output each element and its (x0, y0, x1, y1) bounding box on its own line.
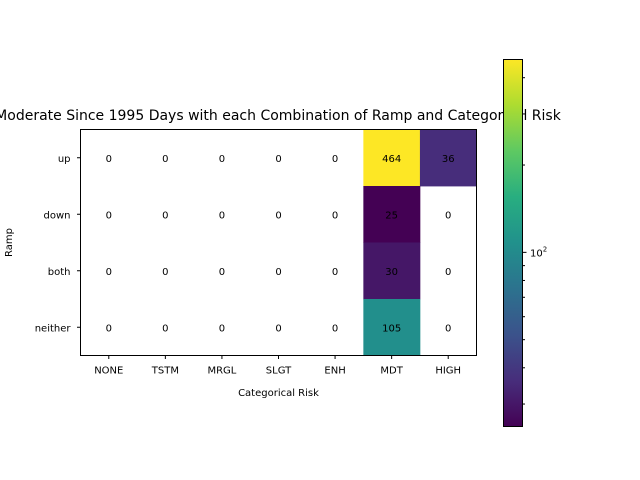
cell-value-label: 0 (106, 154, 112, 165)
y-tick-label: both (48, 267, 71, 278)
x-tick-label: MDT (380, 366, 403, 377)
x-axis-ticks: NONE TSTM MRGL SLGT ENH MDT HIGH (94, 355, 461, 377)
cell-value-label: 30 (385, 267, 398, 278)
cell-value-label: 0 (445, 323, 451, 334)
colorbar-frame (503, 59, 523, 427)
cell-value-label: 0 (445, 210, 451, 221)
colorbar-tick-label: 102 (530, 245, 547, 259)
cell-value-label: 0 (332, 154, 338, 165)
cell-value-label: 0 (219, 267, 225, 278)
cell-value-label: 0 (275, 323, 281, 334)
cell-value-label: 0 (106, 210, 112, 221)
cell-value-label: 0 (332, 323, 338, 334)
cell-value-labels: 0 0 0 0 0 464 36 0 0 0 0 0 25 0 0 0 0 0 0 30 0 0 0 0 0 0 105 0 (106, 154, 455, 335)
cell-value-label: 105 (382, 323, 401, 334)
cell-value-label: 0 (219, 210, 225, 221)
cell-value-label: 0 (162, 154, 168, 165)
colorbar-ticks: 102 (523, 77, 547, 405)
cell-value-label: 0 (106, 267, 112, 278)
cell-value-label: 0 (275, 210, 281, 221)
x-tick-label: MRGL (207, 366, 236, 377)
x-tick-label: TSTM (151, 366, 179, 377)
cell-value-label: 25 (385, 210, 398, 221)
heatmap-cell (363, 129, 421, 187)
heatmap-cells (363, 129, 477, 356)
y-axis-label: Ramp (4, 228, 15, 257)
x-axis-label: Categorical Risk (238, 388, 319, 399)
x-tick-label: NONE (94, 366, 123, 377)
cell-value-label: 0 (162, 323, 168, 334)
cell-value-label: 36 (442, 154, 455, 165)
cell-value-label: 0 (445, 267, 451, 278)
x-tick-label: HIGH (435, 366, 461, 377)
cell-value-label: 0 (162, 267, 168, 278)
cell-value-label: 0 (162, 210, 168, 221)
heatmap-cell (419, 129, 477, 187)
cell-value-label: 0 (275, 154, 281, 165)
cell-value-label: 0 (219, 323, 225, 334)
y-tick-label: neither (35, 323, 72, 334)
colorbar-gradient (503, 59, 523, 427)
chart-title: Moderate Since 1995 Days with each Combi… (0, 108, 562, 124)
cell-value-label: 464 (382, 154, 401, 165)
y-axis-ticks: up down both neither (35, 154, 81, 334)
heatmap-cell (363, 186, 421, 243)
x-tick-label: SLGT (266, 366, 292, 377)
y-tick-label: up (58, 154, 71, 165)
heatmap-cell (363, 299, 421, 356)
cell-value-label: 0 (332, 267, 338, 278)
heatmap-cell (363, 242, 421, 300)
cell-value-label: 0 (219, 154, 225, 165)
x-tick-label: ENH (324, 366, 345, 377)
cell-value-label: 0 (332, 210, 338, 221)
cell-value-label: 0 (275, 267, 281, 278)
cell-value-label: 0 (106, 323, 112, 334)
y-tick-label: down (44, 210, 71, 221)
